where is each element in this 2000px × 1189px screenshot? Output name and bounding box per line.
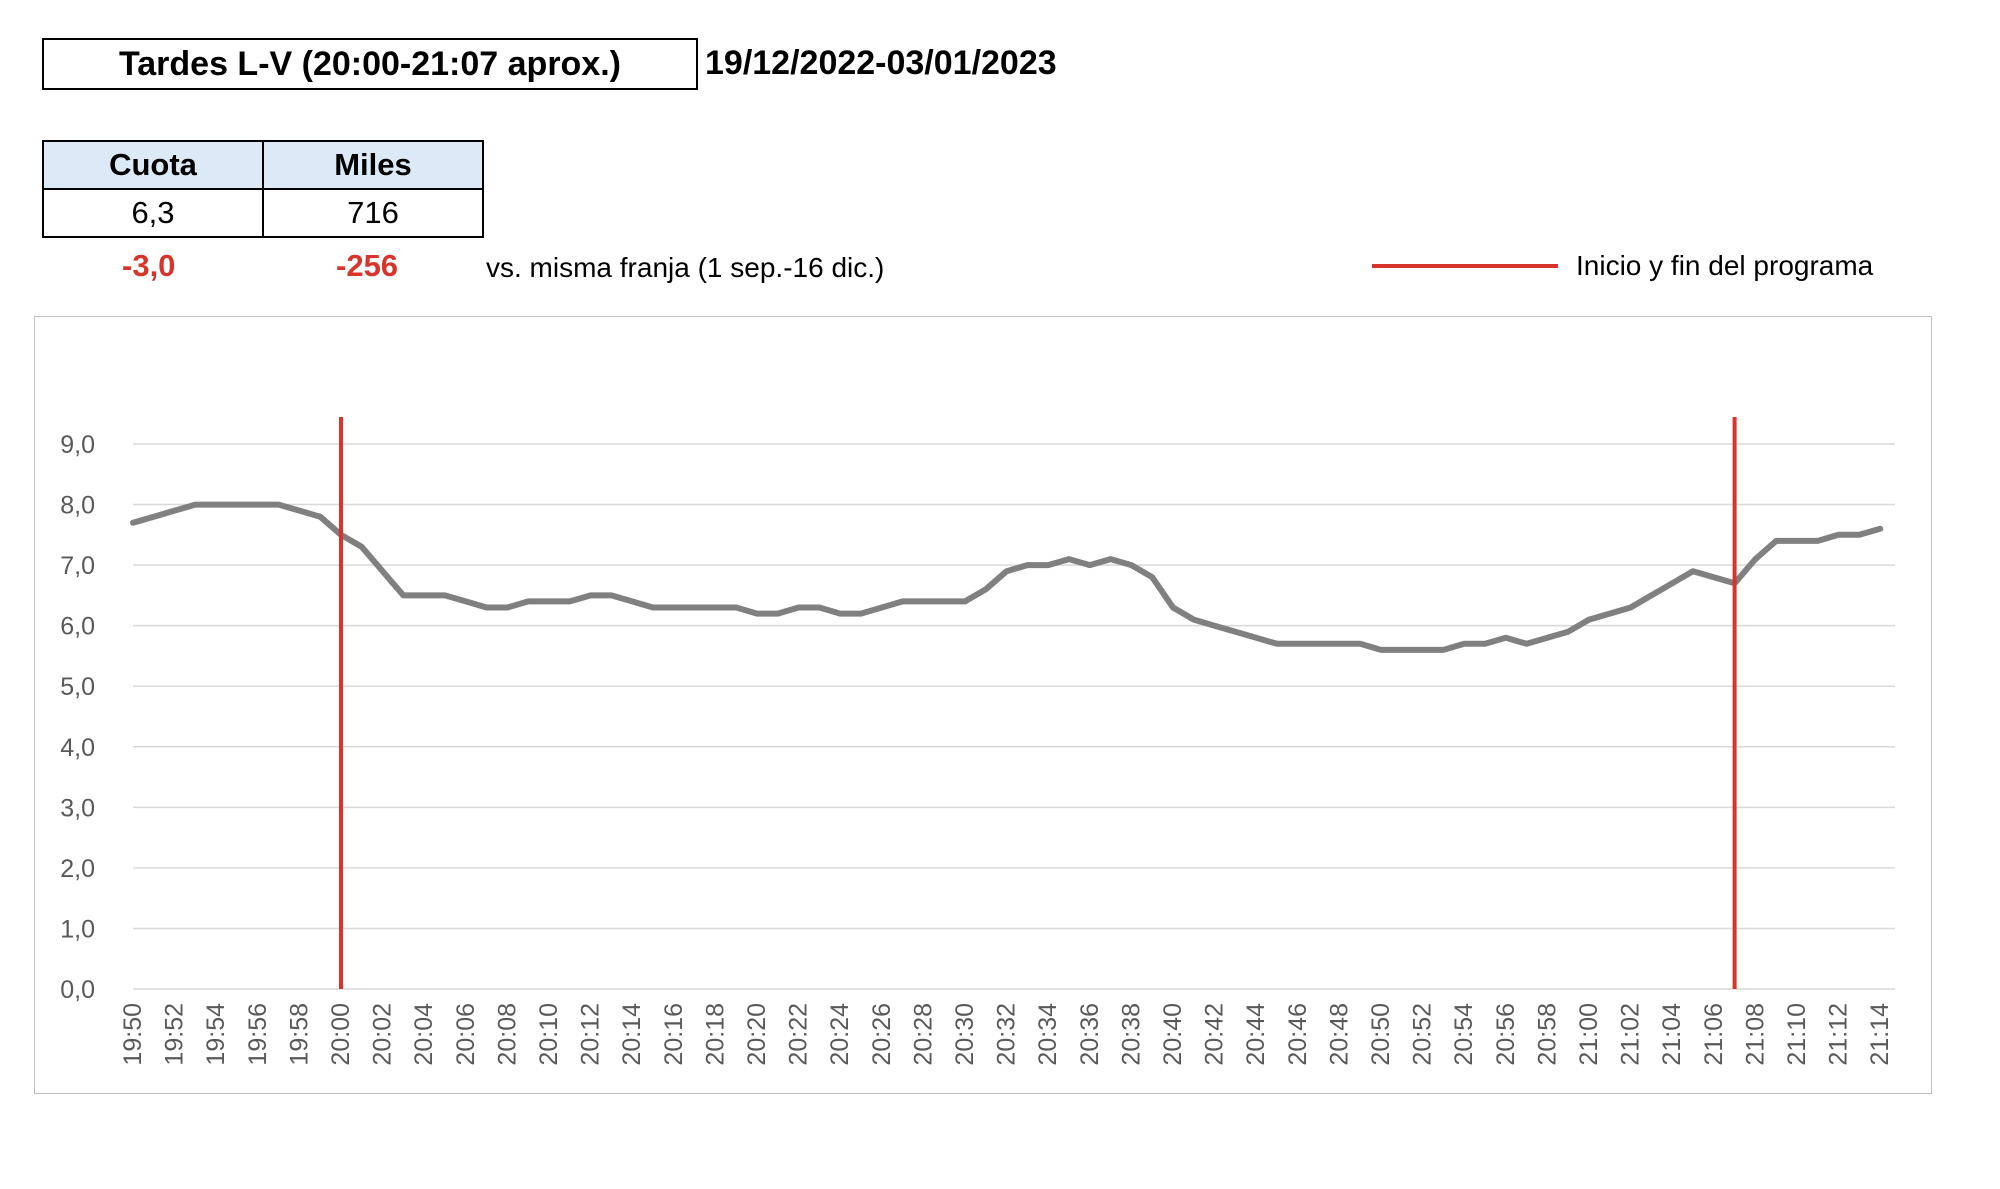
x-tick-label: 19:52 (161, 1003, 189, 1066)
x-tick-label: 20:04 (410, 1003, 438, 1066)
y-tick-label: 6,0 (60, 613, 95, 641)
kpi-header-cuota: Cuota (42, 140, 264, 190)
x-tick-label: 19:58 (285, 1003, 313, 1066)
x-tick-label: 20:32 (993, 1003, 1021, 1066)
kpi-value-row: 6,3 716 (42, 188, 484, 238)
kpi-value-cuota: 6,3 (42, 188, 264, 238)
x-tick-label: 20:58 (1533, 1003, 1561, 1066)
x-tick-label: 21:14 (1866, 1003, 1894, 1066)
x-tick-label: 20:28 (909, 1003, 937, 1066)
legend: Inicio y fin del programa (1372, 250, 1873, 282)
y-tick-label: 4,0 (60, 734, 95, 762)
x-tick-label: 20:22 (785, 1003, 813, 1066)
x-tick-label: 19:50 (119, 1003, 147, 1066)
kpi-value-miles: 716 (262, 188, 484, 238)
x-tick-label: 21:02 (1617, 1003, 1645, 1066)
comparison-note: vs. misma franja (1 sep.-16 dic.) (486, 252, 885, 283)
date-range: 19/12/2022-03/01/2023 (705, 44, 1057, 82)
series-line (130, 501, 1884, 653)
x-tick-label: 19:56 (244, 1003, 272, 1066)
x-tick-label: 20:26 (868, 1003, 896, 1066)
kpi-delta-cuota: -3,0 (122, 248, 176, 283)
x-tick-label: 20:56 (1492, 1003, 1520, 1066)
kpi-delta-miles: -256 (336, 248, 399, 283)
x-tick-label: 20:40 (1159, 1003, 1187, 1066)
x-tick-label: 20:30 (951, 1003, 979, 1066)
x-tick-label: 20:02 (369, 1003, 397, 1066)
x-tick-label: 21:10 (1783, 1003, 1811, 1066)
kpi-header-row: Cuota Miles (42, 140, 484, 190)
line-chart: 0,0 1,0 2,0 3,0 4,0 5,0 6,0 7,0 8,0 9,0 19:50 19:52… (60, 417, 1895, 1066)
legend-red-line-swatch (1372, 264, 1558, 268)
x-tick-label: 20:00 (327, 1003, 355, 1066)
x-tick-label: 20:48 (1325, 1003, 1353, 1066)
y-tick-label: 3,0 (60, 794, 95, 822)
x-tick-label: 20:16 (660, 1003, 688, 1066)
y-tick-label: 5,0 (60, 673, 95, 701)
x-tick-label: 20:42 (1201, 1003, 1229, 1066)
kpi-table: Cuota Miles 6,3 716 (42, 140, 484, 238)
x-tick-label: 20:24 (826, 1003, 854, 1066)
chart-title-box: Tardes L-V (20:00-21:07 aprox.) (42, 38, 698, 90)
x-tick-label: 21:12 (1825, 1003, 1853, 1066)
x-tick-label: 19:54 (202, 1003, 230, 1066)
x-tick-label: 20:12 (577, 1003, 605, 1066)
chart-frame: 0,0 1,0 2,0 3,0 4,0 5,0 6,0 7,0 8,0 9,0 19:50 19:52… (34, 316, 1932, 1094)
kpi-header-miles: Miles (262, 140, 484, 190)
x-tick-label: 20:20 (743, 1003, 771, 1066)
y-tick-label: 7,0 (60, 552, 95, 580)
y-tick-label: 2,0 (60, 855, 95, 883)
x-tick-label: 20:54 (1450, 1003, 1478, 1066)
x-tick-label: 20:10 (535, 1003, 563, 1066)
x-tick-label: 20:18 (701, 1003, 729, 1066)
x-tick-label: 20:38 (1117, 1003, 1145, 1066)
y-tick-label: 8,0 (60, 492, 95, 520)
x-tick-label: 20:50 (1367, 1003, 1395, 1066)
x-tick-label: 20:46 (1284, 1003, 1312, 1066)
x-tick-label: 20:08 (493, 1003, 521, 1066)
x-tick-label: 21:08 (1741, 1003, 1769, 1066)
x-tick-label: 20:06 (452, 1003, 480, 1066)
chart-title: Tardes L-V (20:00-21:07 aprox.) (119, 44, 621, 83)
x-tick-label: 20:52 (1409, 1003, 1437, 1066)
x-tick-label: 20:14 (618, 1003, 646, 1066)
y-tick-label: 9,0 (60, 431, 95, 459)
x-tick-label: 20:44 (1242, 1003, 1270, 1066)
x-tick-label: 20:36 (1076, 1003, 1104, 1066)
x-tick-label: 21:00 (1575, 1003, 1603, 1066)
x-tick-label: 21:06 (1700, 1003, 1728, 1066)
x-tick-label: 21:04 (1658, 1003, 1686, 1066)
y-tick-label: 0,0 (60, 976, 95, 1004)
x-tick-label: 20:34 (1034, 1003, 1062, 1066)
y-tick-label: 1,0 (60, 915, 95, 943)
legend-label: Inicio y fin del programa (1576, 250, 1874, 281)
